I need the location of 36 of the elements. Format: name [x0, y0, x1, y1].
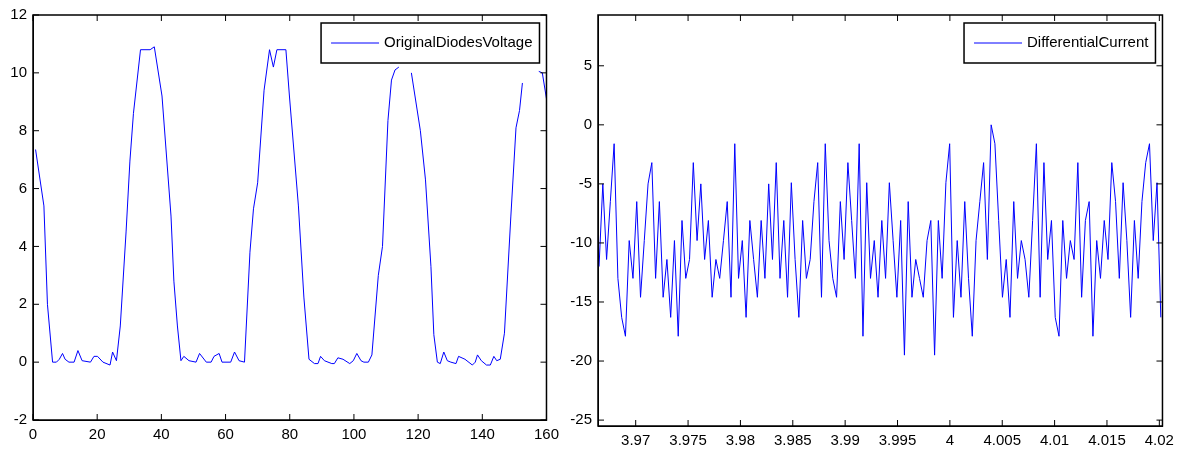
y-tick-label: 5 [583, 55, 592, 73]
x-tick-label: 4.02 [1144, 431, 1174, 449]
x-tick-label: 3.995 [878, 431, 917, 449]
x-tick-label: 3.99 [830, 431, 860, 449]
y-tick-label: 0 [18, 352, 27, 370]
y-tick-label: -20 [570, 351, 592, 369]
y-tick-label: -5 [578, 174, 592, 192]
x-tick-label: 3.975 [669, 431, 707, 449]
x-tick-label: 3.97 [621, 431, 651, 449]
y-tick-label: 8 [18, 120, 27, 138]
y-tick-label: -15 [570, 292, 592, 310]
y-tick-label: 12 [10, 5, 27, 23]
x-tick-label: 140 [469, 425, 495, 443]
x-tick-label: 4.01 [1040, 431, 1070, 449]
x-tick-label: 4.005 [983, 431, 1022, 449]
y-tick-label: 6 [18, 178, 27, 196]
x-tick-label: 4 [945, 431, 955, 449]
y-tick-label: 2 [18, 294, 27, 312]
x-tick-label: 80 [281, 425, 299, 443]
x-tick-label: 3.985 [774, 431, 812, 449]
x-tick-label: 160 [533, 425, 559, 443]
x-tick-label: 120 [405, 425, 431, 443]
x-tick-label: 60 [217, 425, 234, 443]
y-tick-label: 10 [10, 63, 27, 80]
legend-label: OriginalDiodesVoltage [384, 33, 533, 51]
legend-label: DifferentialCurrent [1027, 33, 1150, 51]
x-tick-label: 20 [88, 425, 106, 443]
y-tick-label: 4 [18, 236, 27, 254]
y-tick-label: 0 [583, 114, 592, 132]
x-tick-label: 3.98 [725, 431, 756, 449]
y-tick-label: -25 [570, 410, 592, 428]
x-tick-label: 40 [153, 425, 170, 443]
x-tick-label: 100 [341, 425, 367, 443]
y-tick-label: -2 [13, 410, 27, 428]
y-tick-label: -10 [570, 233, 592, 251]
x-tick-label: 4.015 [1088, 431, 1126, 449]
